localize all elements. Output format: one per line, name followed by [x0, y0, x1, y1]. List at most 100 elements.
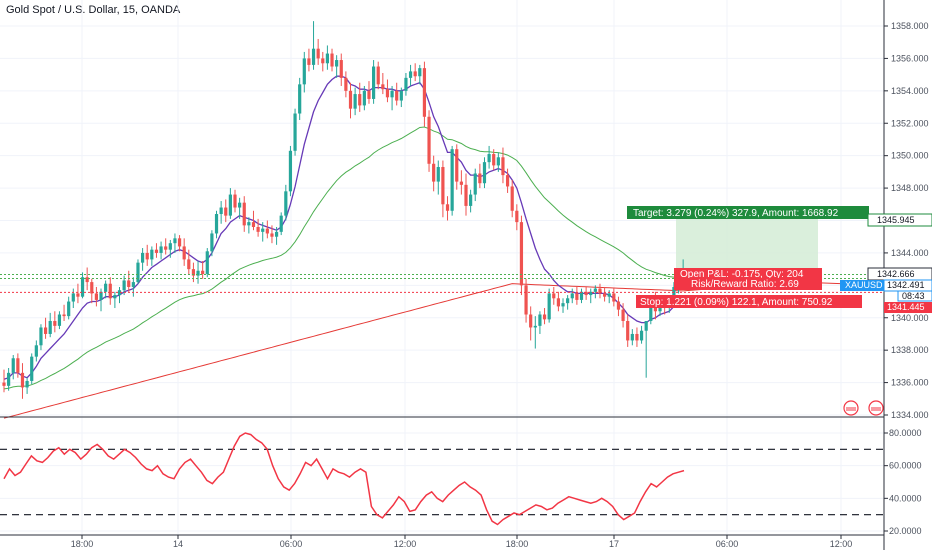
- candle: [62, 304, 66, 321]
- target-label: Target: 3.279 (0.24%) 327.9, Amount: 166…: [633, 208, 839, 219]
- rsi-tick-label: 20.0000: [889, 526, 922, 536]
- candle: [159, 241, 163, 260]
- candle: [238, 197, 242, 219]
- candle: [390, 85, 394, 111]
- countdown-label: 08:43: [902, 291, 925, 301]
- candle: [108, 277, 112, 305]
- candle: [626, 314, 630, 347]
- candle: [228, 188, 232, 219]
- target-price-label: 1345.945: [877, 215, 915, 225]
- candle: [67, 296, 71, 320]
- candle: [408, 64, 413, 86]
- candle: [501, 147, 505, 184]
- time-tick-label: 06:00: [716, 539, 739, 549]
- price-tick-label: 1336.000: [891, 378, 929, 388]
- candle: [432, 155, 436, 192]
- candle: [598, 283, 602, 299]
- candle: [385, 79, 390, 103]
- candle: [519, 215, 524, 296]
- candle: [233, 189, 237, 213]
- candle: [469, 189, 473, 213]
- candle: [635, 327, 639, 347]
- candle: [570, 288, 574, 304]
- candle: [53, 311, 57, 333]
- candle: [173, 233, 177, 253]
- candle: [330, 48, 334, 72]
- rsi-axis[interactable]: 80.0000 60.0000 40.0000 20.0000: [884, 428, 922, 536]
- candle: [187, 249, 191, 274]
- price-tick-label: 1350.000: [891, 151, 929, 161]
- target-label-bg: [627, 206, 869, 219]
- stop-label: Stop: 1.221 (0.09%) 122.1, Amount: 750.9…: [640, 297, 833, 308]
- price-tick-label: 1344.000: [891, 248, 929, 258]
- rsi-line: [3, 432, 685, 526]
- candle: [422, 61, 427, 127]
- candle: [339, 53, 343, 86]
- open-pl-label-bg: [674, 268, 822, 280]
- price-grid: [0, 0, 884, 535]
- rsi-tick-label: 60.0000: [889, 461, 922, 471]
- price-tick-label: 1356.000: [891, 53, 929, 63]
- risk-reward-label: Risk/Reward Ratio: 2.69: [691, 279, 799, 290]
- candle: [80, 272, 85, 299]
- candle: [11, 355, 15, 380]
- candle: [353, 87, 357, 116]
- candle: [418, 64, 422, 85]
- candle: [575, 286, 579, 305]
- candle: [247, 217, 251, 234]
- candle: [311, 21, 316, 70]
- candle: [34, 340, 38, 362]
- candle: [279, 212, 283, 236]
- candle: [566, 295, 570, 310]
- candle: [399, 87, 403, 108]
- candle: [492, 149, 496, 171]
- time-tick-label: 14: [173, 539, 183, 549]
- candle: [219, 201, 223, 224]
- candle: [616, 296, 621, 317]
- time-axis[interactable]: 18:00 14 06:00 12:00 18:00 17 06:00 12:00: [71, 535, 853, 549]
- candle: [547, 288, 551, 323]
- candle: [376, 61, 380, 90]
- candle: [85, 267, 89, 291]
- candle: [459, 170, 463, 195]
- candle: [644, 320, 648, 378]
- candle: [464, 173, 468, 216]
- candle: [335, 55, 339, 78]
- symbol-label: XAUUSD: [845, 280, 883, 290]
- candle: [293, 108, 297, 156]
- candle: [413, 63, 417, 82]
- candle: [344, 71, 348, 98]
- stop-price-label: 1341.445: [887, 302, 925, 312]
- candle: [224, 199, 228, 223]
- candle: [256, 218, 260, 237]
- candle: [593, 285, 597, 299]
- candle: [16, 353, 20, 378]
- candle: [552, 286, 556, 305]
- symbol-price-label: 1342.491: [887, 280, 925, 290]
- candle: [542, 308, 547, 325]
- candle: [450, 145, 454, 216]
- candle: [496, 152, 500, 172]
- candle: [104, 280, 108, 299]
- rsi-series-line: [3, 432, 685, 526]
- rsi-grid: [0, 432, 884, 532]
- event-icons[interactable]: [843, 400, 884, 416]
- candle: [478, 163, 482, 189]
- candle: [261, 222, 265, 242]
- price-tick-label: 1352.000: [891, 118, 929, 128]
- candle: [321, 51, 325, 72]
- candle: [117, 286, 122, 304]
- ema-slow-line: [3, 281, 885, 419]
- candle: [487, 145, 491, 169]
- candle: [113, 291, 117, 309]
- economic-event-icon-glyph-2: [871, 407, 881, 411]
- candle: [348, 82, 353, 119]
- position-labels[interactable]: Target: 3.279 (0.24%) 327.9, Amount: 166…: [627, 206, 869, 308]
- countdown-tag: [897, 290, 932, 302]
- candle: [561, 298, 565, 313]
- candle: [76, 283, 80, 304]
- candle: [372, 60, 376, 104]
- candle: [201, 261, 205, 279]
- price-tick-label: 1348.000: [891, 183, 929, 193]
